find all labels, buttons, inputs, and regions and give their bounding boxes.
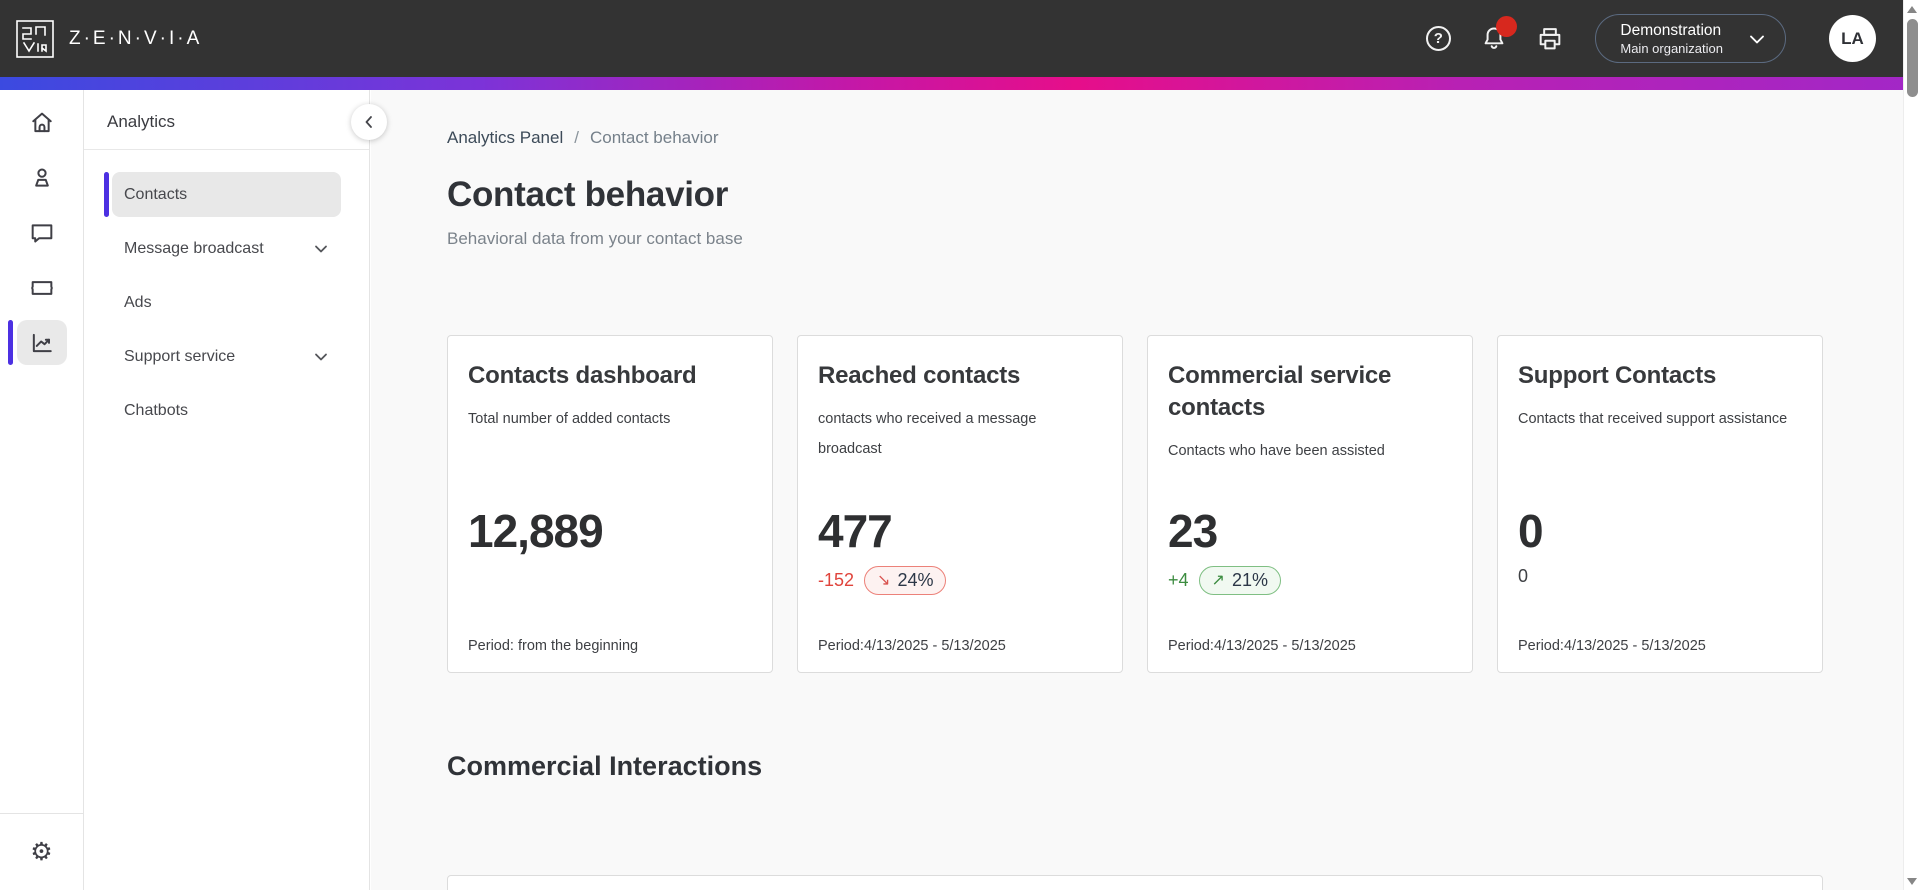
menu-item-chatbots[interactable]: Chatbots xyxy=(112,388,341,433)
card-value: 23 xyxy=(1168,505,1218,557)
delta-value: +4 xyxy=(1168,570,1189,590)
settings-gear-icon[interactable]: ⚙ xyxy=(30,837,53,866)
breadcrumb-current: Contact behavior xyxy=(589,128,719,147)
menu-item-label: Support service xyxy=(124,347,236,365)
chat-icon xyxy=(31,223,52,243)
card-description: Total number of added contacts xyxy=(468,411,671,427)
card-reached-contacts: Reached contacts contacts who received a… xyxy=(797,335,1123,673)
commercial-interactions-card xyxy=(447,875,1823,890)
main-content: Analytics Panel / Contact behavior Conta… xyxy=(371,90,1920,890)
page-subtitle: Behavioral data from your contact base xyxy=(447,229,743,248)
primary-nav-rail: ⚙ xyxy=(0,90,84,890)
menu-item-support-service[interactable]: Support service xyxy=(112,334,341,379)
card-value: 12,889 xyxy=(468,505,604,557)
user-avatar[interactable]: LA xyxy=(1829,15,1876,62)
card-period: Period:4/13/2025 - 5/13/2025 xyxy=(1518,638,1706,654)
menu-item-message-broadcast[interactable]: Message broadcast xyxy=(112,226,341,271)
card-description: Contacts who have been assisted xyxy=(1168,443,1385,459)
card-value: 0 xyxy=(1518,505,1544,557)
card-delta-row: +4 ↗ 21% xyxy=(1168,566,1281,595)
print-button[interactable] xyxy=(1535,24,1565,54)
organization-detail: Main organization xyxy=(1620,40,1723,56)
nav-tickets[interactable] xyxy=(17,265,67,310)
person-icon xyxy=(34,167,49,187)
collapse-panel-button[interactable] xyxy=(351,104,387,140)
page-scrollbar xyxy=(1903,0,1920,890)
breadcrumb-analytics-panel[interactable]: Analytics Panel xyxy=(447,128,564,147)
panel-title: Analytics xyxy=(107,112,176,131)
ticket-icon xyxy=(30,280,53,295)
card-contacts-dashboard: Contacts dashboard Total number of added… xyxy=(447,335,773,673)
organization-labels: Demonstration Main organization xyxy=(1620,21,1723,57)
notifications-button[interactable] xyxy=(1479,15,1518,54)
top-header: Z·E·N·V·I·A ? xyxy=(0,0,1920,77)
trend-down-icon: ↘ xyxy=(877,571,891,589)
card-description: contacts who received a message broadcas… xyxy=(818,411,1037,457)
organization-switcher[interactable]: Demonstration Main organization xyxy=(1595,14,1786,63)
section-title-commercial-interactions: Commercial Interactions xyxy=(447,751,763,781)
card-title: Commercial service contacts xyxy=(1168,362,1392,421)
trend-badge: ↗ 21% xyxy=(1198,566,1281,595)
card-title: Support Contacts xyxy=(1518,362,1717,389)
brand-name: Z·E·N·V·I·A xyxy=(69,27,203,49)
nav-conversations[interactable] xyxy=(17,210,67,255)
menu-item-label: Message broadcast xyxy=(124,239,264,257)
home-icon xyxy=(31,112,52,132)
scrollbar-up-arrow[interactable] xyxy=(1907,6,1917,13)
nav-analytics[interactable] xyxy=(7,320,67,365)
menu-item-ads[interactable]: Ads xyxy=(112,280,341,325)
chevron-down-icon xyxy=(1745,27,1769,51)
card-period: Period: from the beginning xyxy=(468,638,639,654)
card-support-contacts: Support Contacts Contacts that received … xyxy=(1497,335,1823,673)
nav-contacts[interactable] xyxy=(17,155,67,200)
menu-item-label: Chatbots xyxy=(124,401,189,419)
card-title: Reached contacts xyxy=(818,362,1021,389)
line-chart-icon xyxy=(32,333,52,352)
delta-value: 0 xyxy=(1518,566,1529,586)
chevron-left-icon xyxy=(365,116,372,128)
card-period: Period:4/13/2025 - 5/13/2025 xyxy=(818,638,1006,654)
brand-gradient-bar xyxy=(0,77,1920,90)
trend-up-icon: ↗ xyxy=(1211,571,1225,589)
card-delta-row: 0 xyxy=(1518,566,1528,587)
card-value: 477 xyxy=(818,505,893,557)
nav-footer: ⚙ xyxy=(0,813,84,890)
menu-item-label: Ads xyxy=(124,293,152,311)
kpi-cards-row: Contacts dashboard Total number of added… xyxy=(447,335,1823,673)
delta-value: -152 xyxy=(818,570,855,590)
scrollbar-down-arrow[interactable] xyxy=(1907,878,1917,885)
notification-badge xyxy=(1496,15,1518,37)
scrollbar-thumb[interactable] xyxy=(1907,19,1918,97)
menu-item-contacts[interactable]: Contacts xyxy=(104,172,341,217)
analytics-side-panel: Analytics Contacts Message broadcast Ads… xyxy=(84,90,387,890)
card-description: Contacts that received support assistanc… xyxy=(1518,411,1788,427)
card-period: Period:4/13/2025 - 5/13/2025 xyxy=(1168,638,1356,654)
zenvia-logo[interactable]: Z·E·N·V·I·A xyxy=(0,18,202,60)
trend-percent: 21% xyxy=(1231,570,1268,590)
organization-name: Demonstration xyxy=(1620,21,1722,39)
breadcrumb-separator: / xyxy=(574,128,579,147)
trend-badge: ↘ 24% xyxy=(864,566,947,595)
help-button[interactable]: ? xyxy=(1423,24,1453,54)
card-delta-row: -152 ↘ 24% xyxy=(818,566,947,595)
help-icon: ? xyxy=(1425,26,1451,51)
breadcrumb: Analytics Panel / Contact behavior xyxy=(447,128,1920,148)
card-commercial-service-contacts: Commercial service contacts Contacts who… xyxy=(1147,335,1473,673)
app-body: ⚙ Analytics Contacts Message broadcast A… xyxy=(0,90,1920,890)
nav-home[interactable] xyxy=(17,100,67,145)
printer-icon xyxy=(1540,27,1561,49)
chevron-down-icon xyxy=(315,353,327,360)
menu-item-label: Contacts xyxy=(124,185,188,203)
panel-divider xyxy=(84,149,369,150)
card-title: Contacts dashboard xyxy=(468,362,697,389)
zenvia-logo-icon xyxy=(14,18,56,60)
header-actions: ? Demonstration Main xyxy=(1397,14,1920,63)
page-title: Contact behavior xyxy=(447,175,729,214)
trend-percent: 24% xyxy=(897,570,934,590)
analytics-menu: Contacts Message broadcast Ads Support s… xyxy=(84,150,369,433)
chevron-down-icon xyxy=(315,245,327,252)
